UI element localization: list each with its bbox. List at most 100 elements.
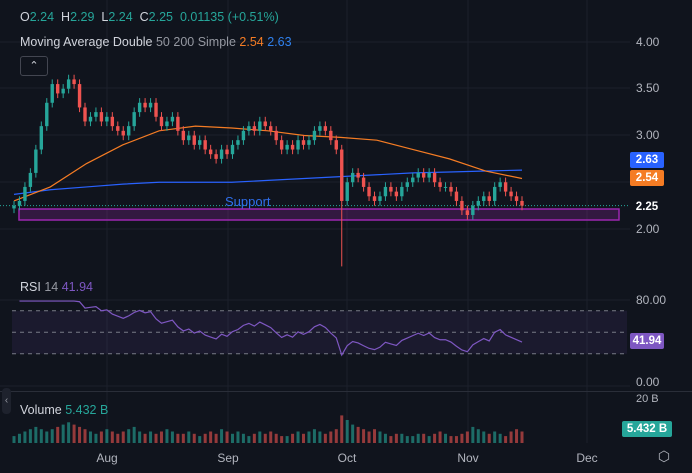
candle-body xyxy=(170,116,175,122)
open-value: 2.24 xyxy=(29,10,55,24)
volume-bar xyxy=(367,431,371,443)
volume-bar xyxy=(307,431,311,443)
volume-bar xyxy=(110,431,114,443)
volume-bar xyxy=(274,433,278,443)
volume-bar xyxy=(291,433,295,443)
collapse-legend-button[interactable]: ⌃ xyxy=(20,56,48,76)
candle-body xyxy=(503,182,508,192)
volume-bar xyxy=(220,429,224,443)
volume-bar xyxy=(520,431,524,443)
volume-bar xyxy=(105,429,109,443)
volume-bar xyxy=(230,433,234,443)
volume-bar xyxy=(329,431,333,443)
volume-bar xyxy=(504,436,508,443)
rsi-line xyxy=(19,300,523,357)
candle-body xyxy=(252,126,257,131)
candle-body xyxy=(350,172,355,183)
candle-body xyxy=(307,140,311,145)
month-label: Sep xyxy=(217,451,239,465)
rsi-legend[interactable]: RSI 14 41.94 xyxy=(20,280,93,294)
volume-bar xyxy=(296,431,300,443)
candle-body xyxy=(154,102,158,117)
candle-body xyxy=(148,102,153,108)
volume-bar xyxy=(340,415,344,443)
ma50-price-tag: 2.54 xyxy=(630,170,664,186)
candle-body xyxy=(132,112,136,127)
rsi-tag: 41.94 xyxy=(630,333,664,349)
candle-body xyxy=(345,182,349,201)
volume-bar xyxy=(498,433,502,443)
candle-body xyxy=(198,140,202,145)
volume-bar xyxy=(263,433,267,443)
open-label: O xyxy=(20,10,30,24)
volume-bar xyxy=(88,431,92,443)
collapse-pane-button[interactable]: ‹ xyxy=(2,388,11,414)
candle-body xyxy=(318,126,322,131)
candle-body xyxy=(192,135,196,145)
volume-bar xyxy=(78,426,82,443)
candle-body xyxy=(372,196,377,201)
candle-body xyxy=(460,200,464,211)
volume-bar xyxy=(50,429,54,443)
candle-body xyxy=(454,191,459,201)
pane-divider[interactable] xyxy=(0,391,692,392)
candle-body xyxy=(329,130,333,141)
candle-body xyxy=(269,126,273,131)
price-tick: 3.50 xyxy=(636,81,660,95)
candle-body xyxy=(405,182,409,187)
high-label: H xyxy=(61,10,71,24)
volume-bar xyxy=(214,433,218,443)
ma-params: 50 200 Simple xyxy=(155,35,236,49)
volume-bar xyxy=(138,431,142,443)
candle-body xyxy=(482,196,486,201)
candle-body xyxy=(340,149,344,201)
candle-body xyxy=(225,149,229,155)
candle-body xyxy=(394,191,399,197)
volume-value: 5.432 B xyxy=(65,403,109,417)
volume-bar xyxy=(318,431,322,443)
candle-body xyxy=(443,186,448,188)
rsi-tick: 80.00 xyxy=(636,293,667,307)
candle-body xyxy=(465,210,470,215)
candle-body xyxy=(361,177,366,187)
volume-bar xyxy=(427,436,431,443)
volume-bar xyxy=(34,426,38,443)
volume-bar xyxy=(187,431,191,443)
change-value: 0.01135 (+0.51%) xyxy=(179,10,279,24)
candle-body xyxy=(176,116,180,131)
candle-body xyxy=(427,172,431,178)
volume-bar xyxy=(438,431,442,443)
candle-body xyxy=(356,172,360,178)
candle-body xyxy=(12,205,16,209)
candle-body xyxy=(416,172,420,178)
candle-body xyxy=(241,130,246,141)
ma-legend[interactable]: Moving Average Double 50 200 Simple 2.54… xyxy=(20,35,292,49)
volume-bar xyxy=(72,424,76,443)
candle-body xyxy=(514,196,519,201)
close-value: 2.25 xyxy=(148,10,173,24)
rsi-value: 41.94 xyxy=(61,280,93,294)
candle-body xyxy=(17,200,22,206)
volume-bar xyxy=(61,424,65,443)
volume-bar xyxy=(460,433,464,443)
support-zone xyxy=(18,208,620,221)
volume-bar xyxy=(121,431,125,443)
volume-bar xyxy=(471,426,475,443)
settings-gear-icon[interactable]: ⬡ xyxy=(657,448,671,464)
chevron-left-icon: ‹ xyxy=(4,395,9,406)
volume-bar xyxy=(154,433,158,443)
volume-legend[interactable]: Volume 5.432 B xyxy=(20,403,108,417)
rsi-tick: 0.00 xyxy=(636,375,660,389)
candle-body xyxy=(121,130,125,136)
volume-bar xyxy=(159,431,163,443)
volume-bar xyxy=(312,429,316,443)
volume-bar xyxy=(487,433,491,443)
volume-bar xyxy=(449,436,453,443)
volume-bar xyxy=(383,433,387,443)
candle-body xyxy=(411,177,415,183)
volume-bar xyxy=(165,429,169,443)
candle-body xyxy=(389,186,393,192)
candle-body xyxy=(203,140,207,150)
volume-bar xyxy=(252,433,256,443)
